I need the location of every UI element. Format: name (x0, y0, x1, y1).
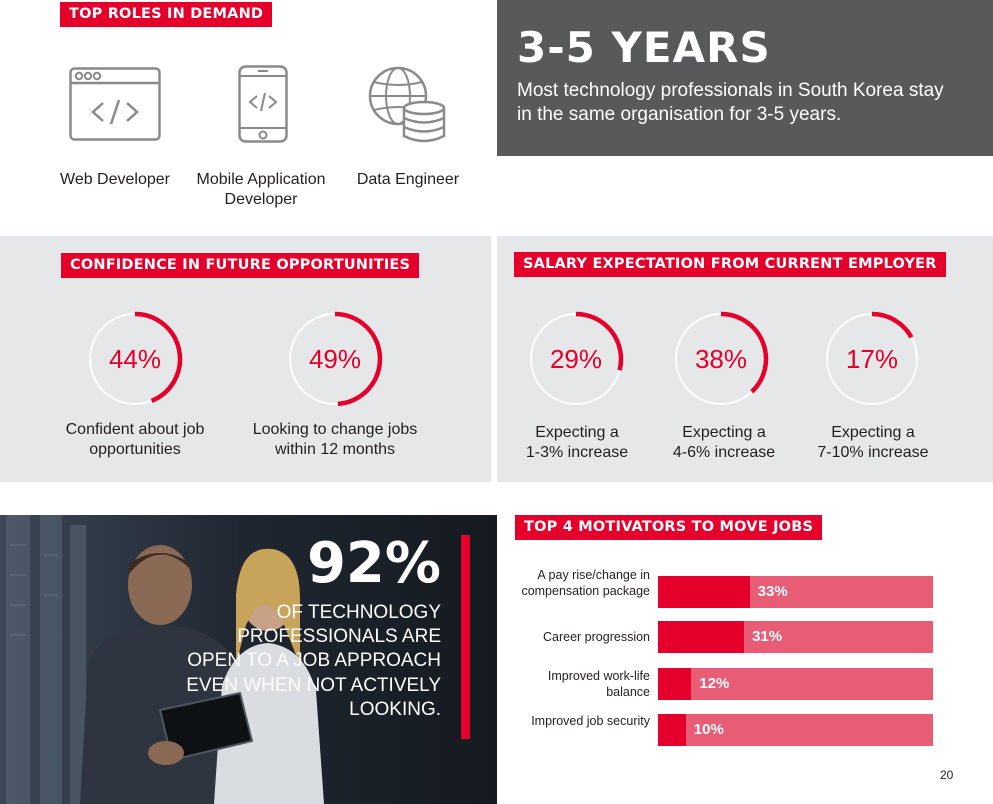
salary-ring-2: 38% (675, 311, 769, 405)
motivator-value-1: 33% (757, 583, 788, 600)
motivator-bar-2: 31% (658, 621, 933, 653)
photo-illustration (0, 515, 497, 804)
confidence-ring-2: 49% (289, 311, 383, 407)
role-mobile-application-developer: Mobile Application Developer (196, 171, 326, 208)
motivator-fill-3 (658, 668, 692, 700)
accent-divider (461, 535, 470, 739)
mobile-code-icon (238, 65, 288, 143)
confidence-ring-1: 44% (89, 311, 183, 405)
salary-caption-3: Expecting a 7-10% increase (806, 423, 940, 463)
salary-caption-2: Expecting a 4-6% increase (659, 423, 789, 463)
ring-value: 44% (109, 344, 161, 374)
globe-database-icon (368, 66, 446, 143)
page-number: 20 (940, 768, 954, 782)
tenure-text: Most technology professionals in South K… (517, 80, 944, 125)
confidence-header: CONFIDENCE IN FUTURE OPPORTUNITIES (61, 253, 420, 278)
ring-value: 38% (695, 344, 747, 374)
motivator-fill-1 (658, 576, 750, 608)
motivator-bar-3: 12% (658, 668, 933, 700)
salary-ring-1: 29% (530, 311, 624, 405)
ring-arc (871, 311, 914, 339)
motivator-bar-4: 10% (658, 714, 933, 746)
motivator-label-2: Career progression (543, 630, 650, 644)
motivator-label-4: Improved job security (531, 714, 650, 728)
top-roles-header: TOP ROLES IN DEMAND (60, 2, 273, 27)
code-window-icon (69, 67, 161, 141)
motivator-value-2: 31% (752, 628, 783, 645)
motivator-value-4: 10% (693, 721, 724, 738)
salary-caption-3-line-2: 7-10% increase (817, 444, 929, 461)
tenure-box: 3-5 YEARS Most technology professionals … (497, 0, 993, 156)
salary-caption-3-line-1: Expecting a (831, 424, 915, 441)
motivator-bar-1: 33% (658, 576, 933, 608)
salary-caption-1-line-1: Expecting a (535, 424, 619, 441)
salary-caption-1-line-2: 1-3% increase (525, 444, 629, 461)
salary-caption-1: Expecting a 1-3% increase (512, 423, 642, 463)
tenure-headline: 3-5 YEARS (517, 23, 771, 72)
salary-ring-3: 17% (826, 311, 918, 405)
motivator-fill-2 (658, 621, 745, 653)
salary-caption-2-line-2: 4-6% increase (672, 444, 776, 461)
motivator-label-3: Improved work-life balance (547, 669, 650, 699)
ring-arc (720, 311, 769, 394)
motivators-header: TOP 4 MOTIVATORS TO MOVE JOBS (515, 515, 823, 540)
role-web-developer: Web Developer (60, 171, 170, 188)
ring-arc (334, 311, 383, 407)
confidence-caption-1: Confident about job opportunities (65, 421, 205, 458)
ring-arc (134, 311, 183, 403)
motivator-fill-4 (658, 714, 686, 746)
motivator-label-1: A pay rise/change in compensation packag… (521, 568, 650, 598)
open-stat-text: OF TECHNOLOGY PROFESSIONALS ARE OPEN TO … (186, 602, 441, 720)
open-stat-value: 92% (306, 531, 441, 596)
role-data-engineer: Data Engineer (356, 171, 460, 188)
ring-value: 49% (309, 344, 361, 374)
ring-arc (575, 311, 624, 371)
salary-caption-2-line-1: Expecting a (682, 424, 766, 441)
motivator-value-3: 12% (699, 675, 730, 692)
photo-data-center: 92% OF TECHNOLOGY PROFESSIONALS ARE OPEN… (0, 515, 497, 804)
ring-value: 29% (550, 344, 602, 374)
confidence-caption-2: Looking to change jobs within 12 months (252, 421, 418, 458)
salary-header: SALARY EXPECTATION FROM CURRENT EMPLOYER (514, 252, 946, 277)
ring-value: 17% (846, 344, 898, 374)
salary-panel (497, 236, 993, 482)
